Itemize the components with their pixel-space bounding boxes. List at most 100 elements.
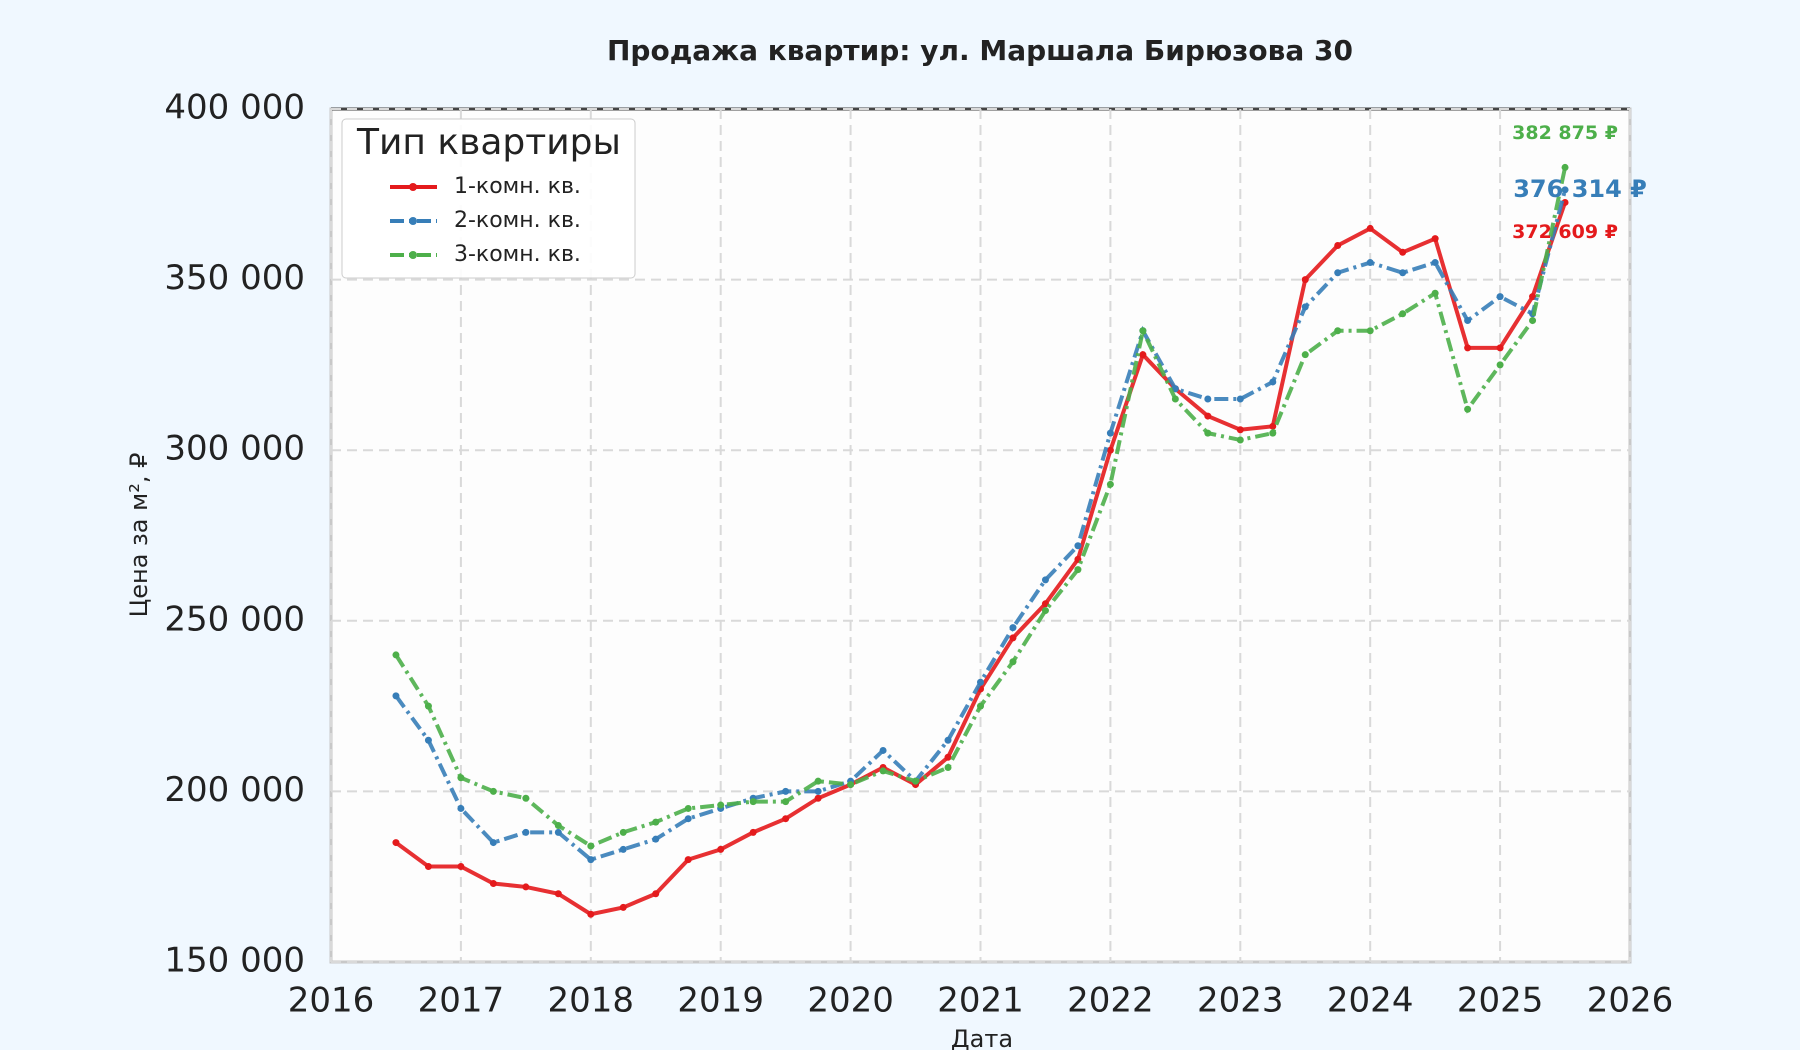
point-marker (814, 787, 822, 795)
point-marker (1301, 303, 1309, 311)
point-marker (1041, 607, 1049, 615)
x-tick-label: 2022 (1067, 981, 1154, 1021)
point-marker (1334, 269, 1342, 277)
x-tick-label: 2018 (548, 981, 635, 1021)
point-marker (1106, 429, 1114, 437)
y-tick-label: 150 000 (164, 941, 305, 981)
point-marker (879, 746, 887, 754)
point-marker (1431, 259, 1439, 267)
point-marker (944, 753, 952, 761)
legend-marker (409, 183, 417, 191)
y-tick-label: 200 000 (164, 770, 305, 810)
point-marker (944, 764, 952, 772)
point-marker (1269, 422, 1277, 430)
x-axis-label: Дата (951, 1025, 1013, 1050)
point-marker (1301, 351, 1309, 359)
legend: Тип квартиры 1-комн. кв. 2-комн. кв. 3-ком… (341, 118, 636, 279)
point-marker (814, 777, 822, 785)
point-marker (1106, 446, 1114, 454)
point-marker (1464, 344, 1472, 352)
point-marker (1009, 658, 1017, 666)
point-marker (424, 862, 432, 870)
x-tick-label: 2024 (1327, 981, 1414, 1021)
legend-title: Тип квартиры (356, 122, 621, 163)
point-marker (684, 856, 692, 864)
legend-box (341, 118, 636, 279)
grid (330, 108, 1631, 963)
point-marker (1204, 412, 1212, 420)
point-marker (977, 702, 984, 710)
point-marker (717, 845, 725, 853)
point-marker (392, 651, 400, 659)
point-marker (1529, 317, 1537, 325)
x-tick-label: 2020 (807, 981, 894, 1021)
point-marker (1464, 405, 1472, 413)
point-marker (522, 794, 530, 802)
point-marker (717, 801, 725, 809)
y-tick-label: 250 000 (164, 599, 305, 639)
y-tick-label: 400 000 (164, 88, 305, 128)
point-marker (1496, 361, 1504, 369)
point-marker (554, 890, 562, 898)
point-marker (424, 702, 432, 710)
point-marker (652, 818, 660, 826)
point-marker (1204, 429, 1212, 437)
chart-title: Продажа квартир: ул. Маршала Бирюзова 30 (607, 34, 1353, 67)
point-marker (424, 736, 432, 744)
point-marker (1464, 317, 1472, 325)
point-marker (1009, 634, 1017, 642)
point-marker (944, 736, 952, 744)
point-marker (814, 794, 822, 802)
point-marker (1204, 395, 1212, 403)
point-marker (489, 839, 497, 847)
point-marker (1009, 624, 1017, 632)
annotation: 376 314 ₽ (1513, 175, 1647, 203)
point-marker (652, 835, 660, 843)
x-tick-label: 2021 (937, 981, 1024, 1021)
point-marker (1561, 186, 1569, 194)
point-marker (1106, 480, 1114, 488)
point-marker (1561, 163, 1569, 171)
point-marker (684, 815, 692, 823)
point-marker (1269, 429, 1277, 437)
point-marker (1399, 310, 1407, 318)
point-marker (522, 883, 530, 891)
point-marker (619, 845, 627, 853)
point-marker (1496, 293, 1504, 301)
lines (392, 163, 1569, 918)
point-marker (1399, 248, 1407, 256)
point-marker (749, 798, 757, 806)
point-marker (1366, 327, 1374, 335)
point-marker (587, 856, 595, 864)
point-marker (1334, 327, 1342, 335)
point-marker (912, 777, 920, 785)
legend-label: 2-комн. кв. (454, 208, 581, 233)
legend-marker (409, 251, 417, 259)
point-marker (457, 804, 465, 812)
point-marker (1074, 542, 1082, 550)
point-marker (1236, 426, 1244, 434)
point-marker (1269, 378, 1277, 386)
point-marker (457, 774, 465, 782)
y-tick-label: 350 000 (164, 258, 305, 298)
y-axis-label: Цена за м², ₽ (125, 453, 153, 618)
point-marker (587, 842, 595, 850)
point-marker (1301, 276, 1309, 284)
point-marker (457, 862, 465, 870)
point-marker (1171, 385, 1179, 393)
point-marker (847, 781, 855, 789)
point-marker (1041, 576, 1049, 584)
point-marker (619, 903, 627, 911)
point-marker (1139, 351, 1147, 359)
point-marker (1171, 395, 1179, 403)
x-tick-label: 2025 (1457, 981, 1544, 1021)
x-tick-label: 2017 (418, 981, 505, 1021)
y-tick-label: 300 000 (164, 429, 305, 469)
x-tick-label: 2023 (1197, 981, 1284, 1021)
point-marker (1334, 241, 1342, 249)
point-marker (1366, 259, 1374, 267)
point-marker (619, 828, 627, 836)
x-tick-label: 2026 (1587, 981, 1674, 1021)
